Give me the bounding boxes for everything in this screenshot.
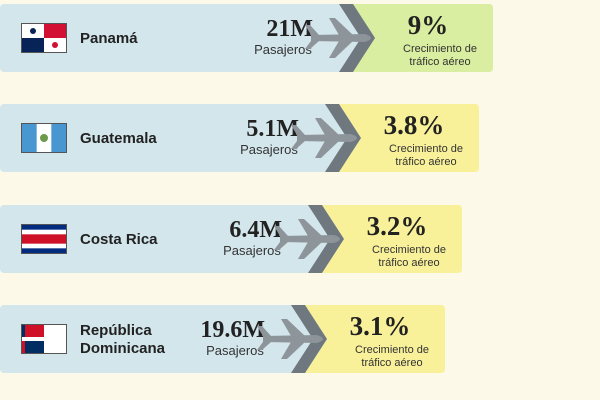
flag bbox=[44, 24, 66, 38]
plane-icon bbox=[257, 319, 323, 359]
flag bbox=[22, 234, 66, 244]
plane-body bbox=[263, 335, 323, 343]
country-name: Guatemala bbox=[80, 130, 157, 147]
passengers-value: 19.6M bbox=[200, 317, 265, 343]
plane-icon bbox=[291, 118, 357, 158]
growth-label: Crecimiento de bbox=[403, 43, 477, 55]
plane-tail bbox=[257, 326, 271, 350]
country-name: Costa Rica bbox=[80, 231, 158, 248]
country-name: Panamá bbox=[80, 30, 138, 47]
plane-icon bbox=[274, 219, 340, 259]
plane-body bbox=[297, 134, 357, 142]
plane-wing bbox=[298, 219, 322, 259]
plane-body bbox=[280, 235, 340, 243]
plane-tail bbox=[305, 25, 319, 49]
passengers-label: Pasajeros bbox=[240, 142, 298, 157]
growth-value: 9% bbox=[408, 10, 449, 40]
growth-value: 3.8% bbox=[384, 110, 445, 140]
flag bbox=[25, 341, 44, 353]
growth-label: tráfico aéreo bbox=[395, 156, 456, 168]
growth-label: tráfico aéreo bbox=[409, 56, 470, 68]
plane-icon bbox=[305, 18, 371, 58]
growth-value: 3.2% bbox=[367, 211, 428, 241]
passengers-value: 6.4M bbox=[229, 217, 282, 243]
country-name: República bbox=[80, 322, 152, 339]
plane-wing bbox=[329, 18, 353, 58]
country-name: Dominicana bbox=[80, 340, 166, 357]
flag bbox=[40, 134, 48, 142]
passengers-label: Pasajeros bbox=[206, 343, 264, 358]
flag bbox=[22, 38, 44, 52]
growth-label: Crecimiento de bbox=[355, 344, 429, 356]
passengers-value: 5.1M bbox=[246, 116, 299, 142]
plane-tail bbox=[274, 226, 288, 250]
growth-label: Crecimiento de bbox=[389, 143, 463, 155]
flag bbox=[25, 325, 44, 337]
passengers-value: 21M bbox=[266, 16, 313, 42]
plane-wing bbox=[315, 118, 339, 158]
plane-tail bbox=[291, 125, 305, 149]
passengers-label: Pasajeros bbox=[254, 42, 312, 57]
growth-label: Crecimiento de bbox=[372, 244, 446, 256]
passengers-label: Pasajeros bbox=[223, 243, 281, 258]
growth-panel bbox=[339, 104, 479, 172]
flag bbox=[52, 42, 58, 48]
growth-panel bbox=[353, 4, 493, 72]
growth-label: tráfico aéreo bbox=[378, 257, 439, 269]
growth-label: tráfico aéreo bbox=[361, 357, 422, 369]
growth-value: 3.1% bbox=[350, 311, 411, 341]
growth-panel bbox=[305, 305, 445, 373]
plane-wing bbox=[281, 319, 305, 359]
growth-panel bbox=[322, 205, 462, 273]
flag bbox=[30, 28, 36, 34]
plane-body bbox=[311, 34, 371, 42]
